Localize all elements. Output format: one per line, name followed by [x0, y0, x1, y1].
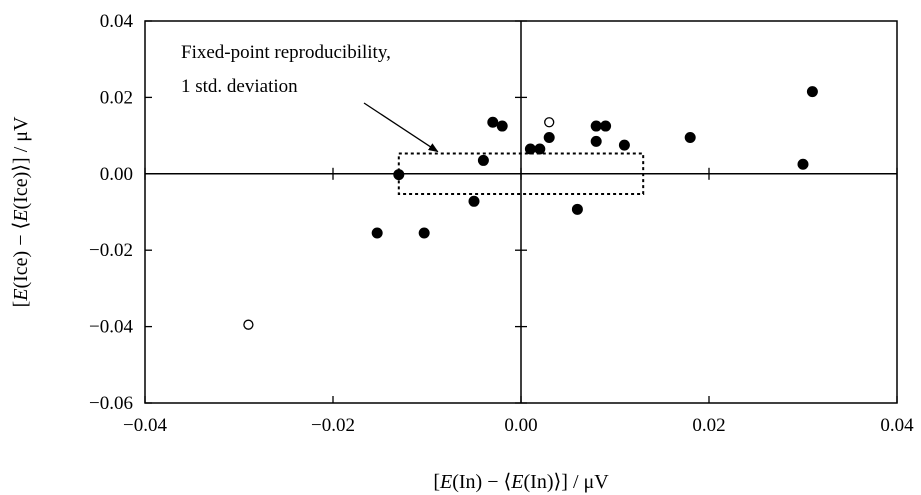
data-point-filled: [418, 227, 430, 239]
data-point-filled: [371, 227, 383, 239]
y-tick-label: −0.02: [89, 240, 133, 261]
data-point-filled: [618, 139, 630, 151]
y-tick-label: −0.06: [89, 393, 133, 414]
y-tick-label: 0.00: [100, 164, 133, 185]
data-point-filled: [806, 86, 818, 98]
x-tick-label: −0.04: [123, 415, 167, 436]
y-tick-label: 0.04: [100, 11, 134, 32]
y-tick-label: −0.04: [89, 317, 133, 338]
x-tick-label: 0.00: [504, 415, 537, 436]
x-tick-label: 0.02: [692, 415, 725, 436]
x-axis-ticks: [144, 167, 898, 403]
x-tick-label: −0.02: [311, 415, 355, 436]
x-axis-title: [E(In) − ⟨E(In)⟩] / μV: [433, 471, 609, 493]
annotation-line-2: 1 std. deviation: [181, 76, 298, 97]
data-point-filled: [590, 135, 602, 147]
reproducibility-box: [397, 152, 645, 196]
data-point-filled: [590, 120, 602, 132]
x-tick-label: 0.04: [880, 415, 914, 436]
data-point-filled: [684, 132, 696, 144]
y-axis-title: [E(Ice) − ⟨E(Ice)⟩] / μV: [10, 116, 32, 307]
data-point-filled: [477, 154, 489, 166]
data-point-filled: [600, 120, 612, 132]
data-point-filled: [534, 143, 546, 155]
data-points: [243, 86, 818, 330]
y-axis-tick-labels: −0.06 −0.04 −0.02 0.00 0.02 0.04: [89, 11, 133, 414]
data-point-filled: [496, 120, 508, 132]
y-axis-ticks: [145, 20, 527, 404]
data-point-filled: [487, 116, 499, 128]
data-point-open: [243, 319, 254, 330]
x-axis-tick-labels: −0.04 −0.02 0.00 0.02 0.04: [123, 415, 914, 436]
data-point-filled: [571, 203, 583, 215]
data-point-filled: [543, 132, 555, 144]
data-point-filled: [393, 169, 405, 181]
data-point-filled: [524, 143, 536, 155]
y-tick-label: 0.02: [100, 87, 133, 108]
data-point-open: [544, 117, 555, 128]
data-point-filled: [797, 158, 809, 170]
annotation-line-1: Fixed-point reproducibility,: [181, 42, 391, 63]
data-point-filled: [468, 195, 480, 207]
annotation-arrow: [363, 102, 439, 153]
